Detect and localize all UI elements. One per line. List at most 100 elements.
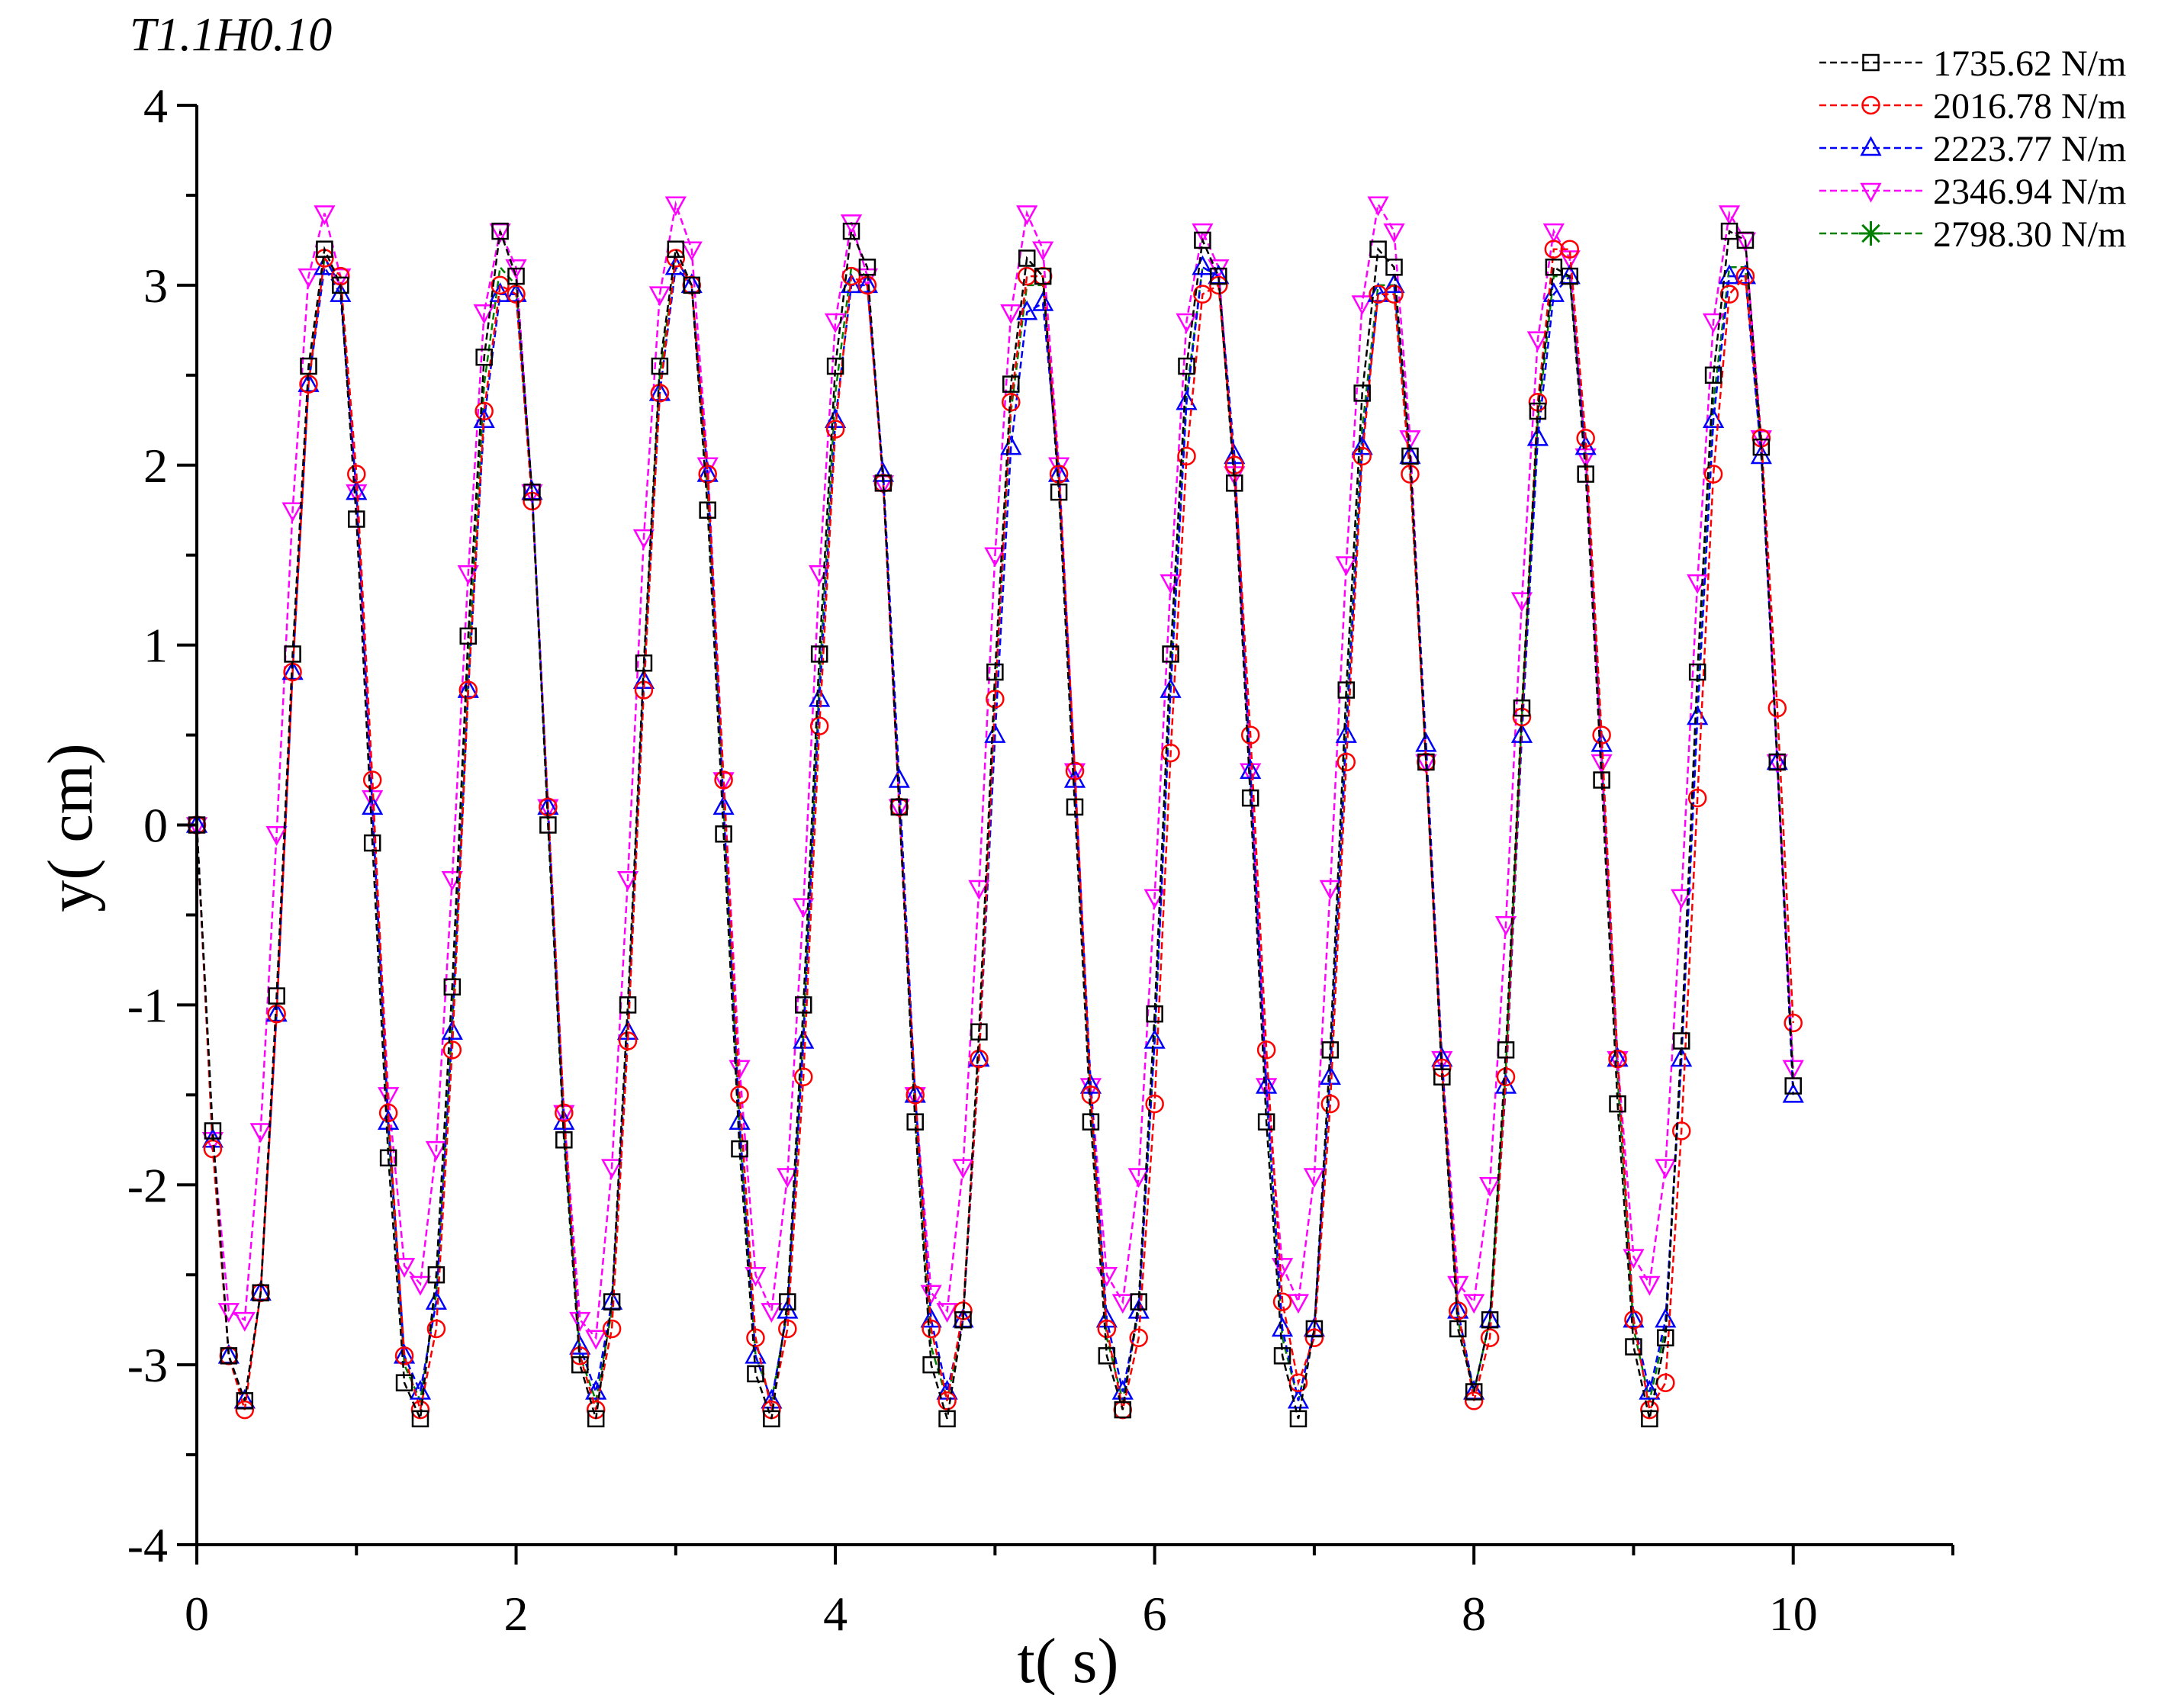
data-point [648,286,671,307]
data-point [347,465,366,484]
data-point [411,1410,429,1428]
data-point [664,196,687,217]
data-point [1479,1177,1501,1197]
data-point [233,1311,256,1332]
data-point [1672,1032,1690,1050]
data-point [1768,753,1787,771]
data-point [779,1293,796,1311]
data-point [809,716,829,736]
data-point [394,1346,414,1365]
series-line [195,248,1794,1413]
data-point [1623,1307,1645,1328]
data-point [1593,771,1610,789]
data-point [523,483,541,501]
data-point [1241,789,1259,807]
data-point [268,987,285,1005]
axes: 0 2 4 6 8 10 -4 -3 -2 -1 0 1 2 3 4 [127,79,1954,1641]
data-point [1240,759,1262,779]
data-point [1480,1328,1500,1347]
data-point [922,1356,940,1374]
data-point [348,510,365,528]
data-point [1609,1095,1626,1113]
data-point [1111,1294,1134,1314]
data-point [265,826,288,846]
data-point [1513,699,1531,717]
data-point [920,1285,942,1305]
data-point [442,1040,462,1060]
data-point [650,384,670,403]
series-5 [195,255,1794,1405]
data-point [730,1086,749,1105]
data-point [316,240,333,258]
data-point [393,1343,416,1364]
data-point [1000,304,1022,324]
data-point [571,1356,589,1374]
data-point [1303,1168,1326,1188]
data-point [410,1400,430,1420]
data-point [300,357,317,375]
data-point [1256,1073,1278,1094]
legend-marker [1858,221,1883,246]
data-point [1526,331,1549,352]
data-point [904,1082,926,1103]
data-point [826,357,844,375]
data-point [984,547,1006,568]
data-point [1256,1040,1276,1060]
data-point [1736,231,1755,249]
data-point [1510,722,1533,743]
data-point [555,1131,573,1149]
data-point [938,1410,956,1428]
data-point [539,816,557,834]
data-point [587,1410,605,1428]
data-point [1160,574,1182,594]
x-axis-label: t( s) [1018,1626,1119,1695]
data-point [632,529,655,549]
data-point [1095,1307,1118,1328]
data-point [1671,889,1693,909]
data-point [1719,285,1739,304]
data-point [1081,1086,1101,1105]
data-point [1050,483,1068,501]
y-tick-label: -1 [127,978,168,1032]
data-point [1449,1320,1467,1338]
x-tick-label: 0 [185,1587,209,1641]
data-point [425,1289,448,1310]
data-point [1497,1041,1515,1059]
data-point [1256,1078,1278,1098]
data-point [1336,752,1356,772]
data-point [204,1122,222,1140]
data-point [1385,285,1404,304]
data-point [1337,681,1356,699]
data-point [699,501,716,519]
data-point [1703,465,1723,484]
data-point [395,1374,413,1391]
data-point [968,880,990,900]
data-point [425,1140,448,1161]
data-point [378,1087,400,1107]
data-point [747,1365,764,1383]
data-point [1561,267,1578,285]
data-point [1193,285,1212,304]
data-point [858,259,876,276]
data-point [667,240,685,258]
data-point [1687,788,1707,808]
data-point [601,1159,623,1179]
data-point [362,795,384,815]
data-point [1224,444,1246,465]
data-point [217,1303,240,1323]
data-point [1671,1121,1691,1140]
data-point [1657,1329,1674,1346]
plot-series [185,196,1804,1428]
data-point [856,273,879,294]
data-point [712,795,735,815]
data-point [1526,426,1549,446]
data-point [1335,556,1357,577]
data-point [1320,1094,1340,1114]
data-point [1510,592,1533,613]
data-point [619,996,637,1014]
data-point [1688,663,1706,681]
data-point [1383,273,1405,294]
data-point [457,565,479,585]
data-point [1335,722,1357,743]
